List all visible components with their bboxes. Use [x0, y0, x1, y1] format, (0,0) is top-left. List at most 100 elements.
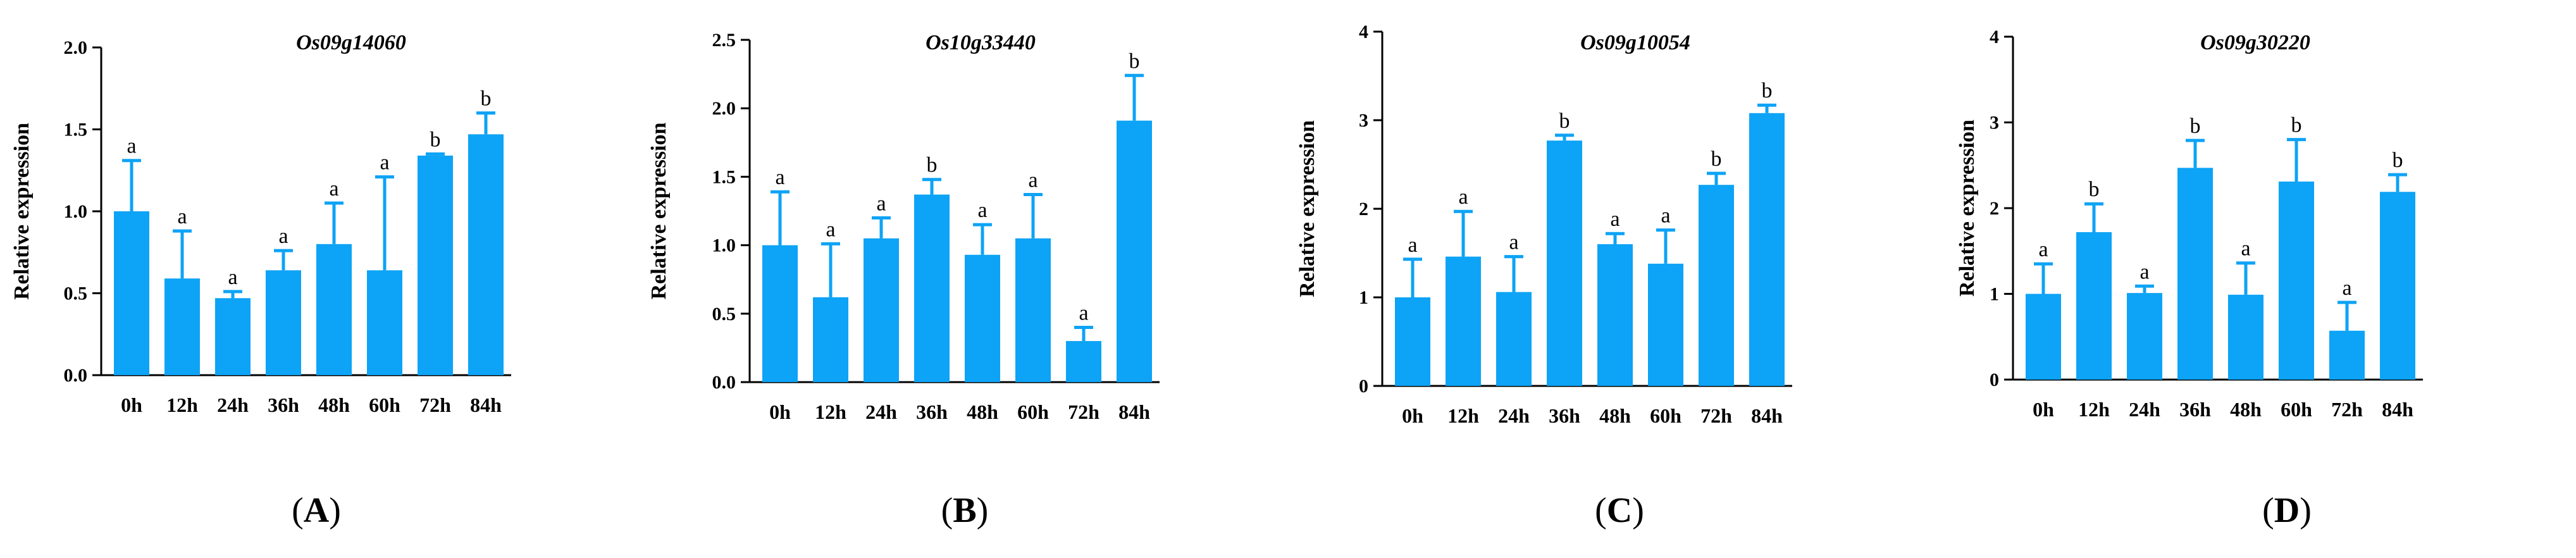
y-tick-label: 1: [1359, 287, 1368, 308]
y-tick-label: 0: [1990, 369, 1999, 390]
x-tick-label: 0h: [2033, 398, 2054, 421]
bar-60h: [2279, 181, 2314, 380]
chart-panel-c: Os09g10054 Relative expression 0 1 2 3 4 a 0h a 12…: [1296, 22, 1792, 530]
significance-letter: a: [2038, 238, 2048, 261]
x-tick-label: 84h: [1751, 404, 1783, 427]
bar-36h: [914, 194, 950, 382]
bar-0h: [114, 211, 149, 375]
x-tick-label: 48h: [1599, 404, 1631, 427]
significance-letter: a: [2241, 237, 2250, 261]
bar-84h: [1117, 120, 1152, 382]
bar-24h: [2127, 293, 2162, 380]
significance-letter: b: [1711, 147, 1722, 171]
significance-letter: a: [278, 225, 288, 248]
bar-24h: [215, 298, 251, 375]
y-axis-label: Relative expression: [1296, 120, 1319, 297]
x-tick-label: 12h: [166, 394, 198, 416]
panel-label-close-paren: ): [977, 491, 989, 530]
chart-panel-a: Os09g14060 Relative expression 0.0 0.5 1.0 1.…: [10, 31, 511, 530]
x-tick-label: 36h: [2179, 398, 2211, 421]
bar-48h: [965, 254, 1000, 382]
y-tick-label: 2: [1359, 199, 1368, 220]
panel-label: (B): [941, 491, 989, 530]
panel-label-open-paren: (: [1595, 491, 1607, 530]
bar-0h: [762, 245, 798, 382]
y-tick-label: 0.5: [64, 283, 88, 304]
x-tick-label: 84h: [470, 394, 502, 416]
significance-letter: a: [1661, 204, 1670, 228]
y-tick-label: 3: [1359, 110, 1368, 131]
x-tick-label: 48h: [318, 394, 350, 416]
bar-72h: [2329, 330, 2365, 380]
bar-12h: [1446, 256, 1481, 386]
x-tick-label: 72h: [2331, 398, 2363, 421]
bar-0h: [1395, 297, 1430, 386]
x-tick-label: 24h: [1498, 404, 1530, 427]
significance-letter: a: [2342, 276, 2351, 300]
y-tick-label: 2.5: [712, 30, 736, 51]
significance-letter: b: [927, 154, 938, 177]
bar-60h: [1648, 263, 1683, 386]
y-tick-label: 2.0: [64, 37, 88, 58]
y-tick-label: 2.0: [712, 98, 736, 119]
panel-label-letter: A: [304, 491, 330, 530]
significance-letter: b: [481, 87, 492, 111]
y-tick-label: 1.5: [64, 120, 88, 140]
significance-letter: a: [177, 205, 187, 228]
significance-letter: a: [329, 177, 338, 201]
significance-letter: a: [1509, 231, 1518, 254]
chart-title: Os10g33440: [926, 31, 1036, 54]
y-tick-label: 4: [1359, 22, 1368, 42]
bar-60h: [1015, 238, 1051, 382]
x-tick-label: 0h: [1402, 404, 1423, 427]
significance-letter: a: [977, 199, 987, 222]
x-tick-label: 24h: [865, 400, 897, 423]
x-tick-label: 72h: [1068, 400, 1099, 423]
x-tick-label: 24h: [2129, 398, 2160, 421]
x-tick-label: 24h: [217, 394, 249, 416]
bar-36h: [2177, 168, 2213, 380]
panel-label-close-paren: ): [329, 491, 341, 530]
bar-36h: [266, 270, 301, 375]
significance-letter: a: [775, 166, 784, 189]
x-tick-label: 60h: [369, 394, 400, 416]
panel-label-letter: D: [2274, 491, 2300, 530]
bar-0h: [2026, 294, 2061, 380]
bar-48h: [1597, 244, 1633, 386]
y-tick-label: 0: [1359, 376, 1368, 397]
chart-title: Os09g10054: [1580, 31, 1690, 54]
x-tick-label: 36h: [268, 394, 299, 416]
bar-84h: [2380, 192, 2415, 380]
x-tick-label: 36h: [916, 400, 948, 423]
significance-letter: b: [2393, 149, 2403, 172]
bar-12h: [813, 297, 848, 382]
panel-label: (C): [1595, 491, 1644, 530]
x-tick-label: 72h: [1700, 404, 1732, 427]
bar-24h: [864, 238, 899, 382]
panel-label-letter: B: [953, 491, 976, 530]
bar-72h: [418, 155, 453, 375]
significance-letter: b: [2089, 178, 2100, 201]
y-tick-label: 0.5: [712, 304, 736, 325]
bar-72h: [1699, 185, 1734, 386]
y-tick-label: 0.0: [712, 372, 736, 393]
bar-12h: [2076, 232, 2112, 380]
x-tick-label: 60h: [2281, 398, 2312, 421]
y-axis-label: Relative expression: [10, 123, 34, 300]
y-tick-label: 4: [1990, 27, 1999, 47]
x-tick-label: 72h: [419, 394, 451, 416]
significance-letter: a: [1079, 301, 1088, 325]
y-tick-label: 3: [1990, 113, 1999, 133]
bar-36h: [1547, 140, 1582, 386]
significance-letter: a: [1458, 185, 1468, 209]
significance-letter: b: [1129, 49, 1140, 73]
chart-panel-d: Os09g30220 Relative expression 0 1 2 3 4 a 0h b 12…: [1955, 27, 2423, 530]
panel-label-close-paren: ): [2300, 491, 2312, 530]
x-tick-label: 0h: [769, 400, 791, 423]
bar-48h: [316, 244, 352, 375]
significance-letter: a: [1408, 233, 1417, 257]
bar-60h: [367, 270, 402, 375]
x-tick-label: 0h: [121, 394, 142, 416]
x-tick-label: 48h: [2230, 398, 2262, 421]
